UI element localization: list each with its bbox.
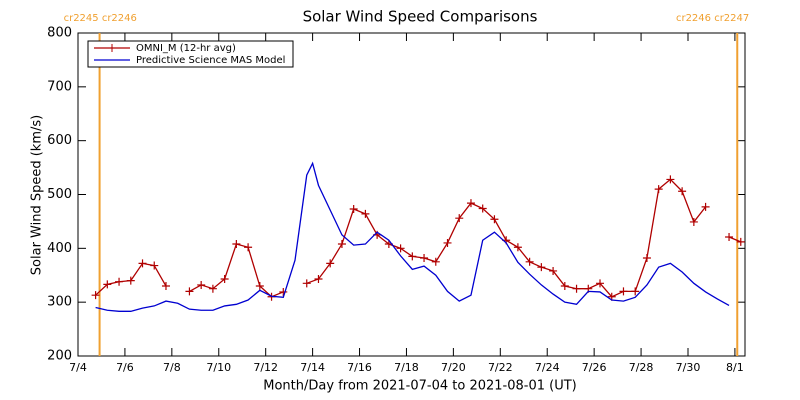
data-point [701, 202, 710, 211]
y-tick-label: 800 [47, 26, 72, 41]
data-point [642, 254, 651, 263]
data-point [103, 280, 112, 289]
y-tick-label: 500 [47, 187, 72, 202]
y-tick-label: 700 [47, 79, 72, 94]
data-point [279, 287, 288, 296]
data-point [478, 204, 487, 213]
x-tick-label: 7/26 [582, 361, 607, 374]
data-point [560, 282, 569, 291]
x-tick-label: 7/18 [394, 361, 419, 374]
x-tick-label: 7/4 [69, 361, 87, 374]
legend-label: Predictive Science MAS Model [136, 55, 285, 66]
data-point [337, 240, 346, 249]
y-tick-label: 300 [47, 295, 72, 310]
series-line [95, 161, 730, 312]
data-point [525, 257, 534, 266]
y-axis-label: Solar Wind Speed (km/s) [30, 115, 45, 275]
x-tick-label: 7/14 [300, 361, 325, 374]
x-tick-label: 7/28 [629, 361, 654, 374]
y-tick-label: 200 [47, 349, 72, 364]
chart-title: Solar Wind Speed Comparisons [303, 8, 538, 26]
data-point [513, 243, 522, 252]
x-tick-label: 7/10 [206, 361, 231, 374]
y-tick-label: 400 [47, 241, 72, 256]
data-point [549, 266, 558, 275]
data-point [689, 217, 698, 226]
data-point [631, 287, 640, 296]
x-tick-label: 7/22 [488, 361, 513, 374]
data-point [490, 215, 499, 224]
x-axis-label: Month/Day from 2021-07-04 to 2021-08-01 … [263, 379, 576, 394]
data-point [443, 238, 452, 247]
boundary-label: cr2245 cr2246 [64, 13, 137, 24]
data-point [537, 263, 546, 272]
data-point [736, 237, 745, 246]
x-tick-label: 8/1 [726, 361, 744, 374]
data-point [678, 187, 687, 196]
data-point [161, 282, 170, 291]
data-point [431, 257, 440, 266]
data-point [666, 175, 675, 184]
data-point [572, 284, 581, 293]
data-point [396, 244, 405, 253]
data-point [466, 199, 475, 208]
data-point [255, 282, 264, 291]
y-tick-label: 600 [47, 133, 72, 148]
legend-label: OMNI_M (12-hr avg) [136, 43, 236, 54]
legend-box [87, 40, 294, 68]
data-point [408, 252, 417, 261]
data-point [314, 275, 323, 284]
data-point [150, 261, 159, 270]
data-point [244, 243, 253, 252]
data-point [302, 279, 311, 288]
data-point [232, 240, 241, 249]
x-tick-label: 7/12 [253, 361, 278, 374]
boundary-label: cr2246 cr2247 [676, 13, 749, 24]
data-point [220, 275, 229, 284]
data-point [91, 291, 100, 300]
data-point [197, 280, 206, 289]
x-tick-label: 7/16 [347, 361, 372, 374]
data-point [725, 233, 734, 242]
data-point [619, 287, 628, 296]
data-point [208, 284, 217, 293]
legend-marker [108, 44, 116, 52]
data-point [126, 276, 135, 285]
data-point [654, 185, 663, 194]
data-point [349, 205, 358, 214]
data-point [185, 287, 194, 296]
data-point [138, 259, 147, 268]
x-tick-label: 7/8 [163, 361, 181, 374]
data-point [596, 279, 605, 288]
data-point [455, 214, 464, 223]
data-point [326, 259, 335, 268]
data-point [361, 209, 370, 218]
x-tick-label: 7/6 [116, 361, 134, 374]
data-point [115, 277, 124, 286]
x-tick-label: 7/30 [676, 361, 701, 374]
x-tick-label: 7/20 [441, 361, 466, 374]
data-point [420, 254, 429, 263]
x-tick-label: 7/24 [535, 361, 560, 374]
